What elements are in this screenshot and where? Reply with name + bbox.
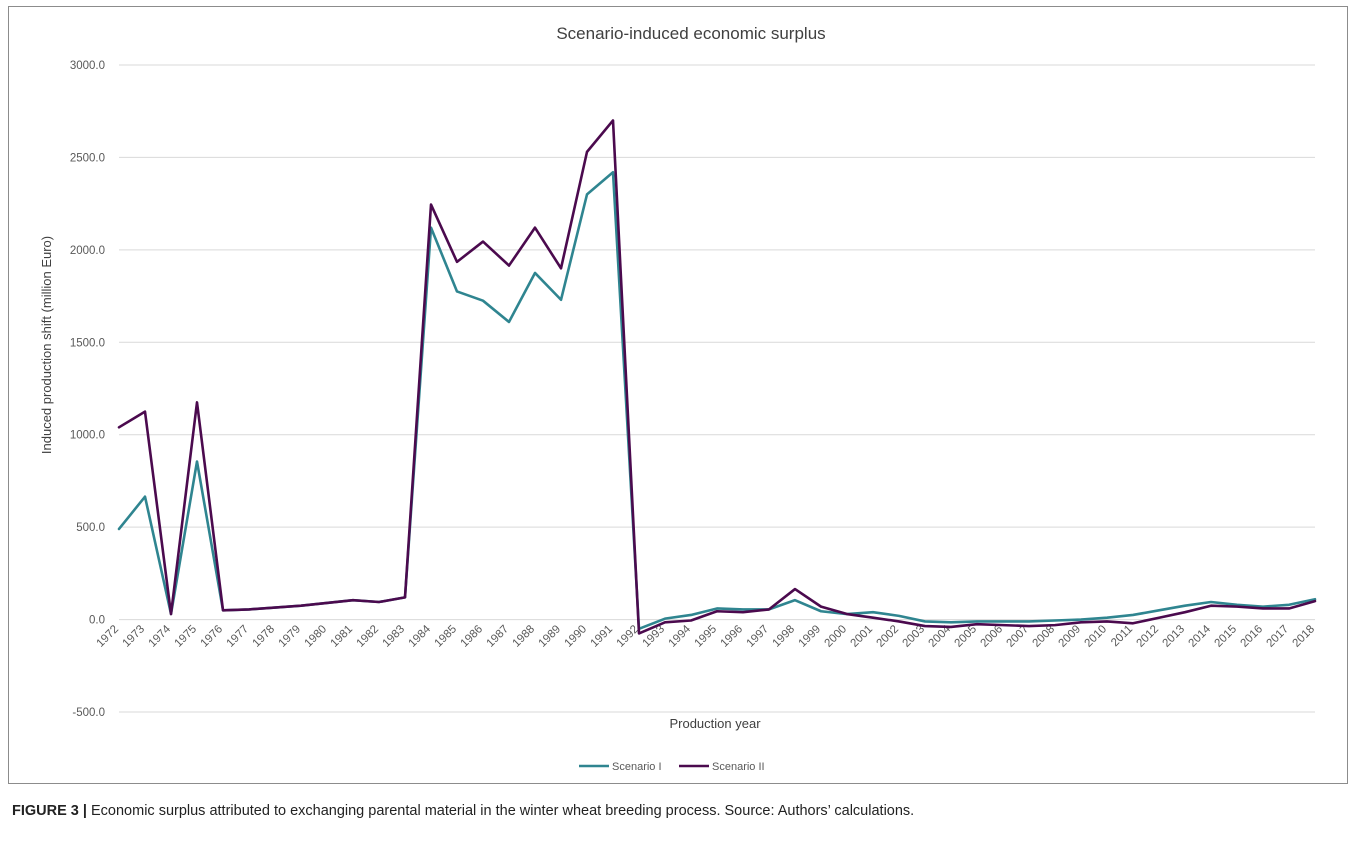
x-tick-label: 1990: [563, 623, 590, 650]
x-tick-label: 2001: [849, 623, 876, 650]
x-tick-label: 1979: [277, 623, 304, 650]
x-tick-label: 1995: [693, 623, 720, 650]
x-tick-label: 1984: [407, 623, 434, 650]
x-tick-label: 1976: [199, 623, 226, 650]
series-line-2: [117, 119, 1317, 635]
x-tick-label: 1999: [797, 623, 824, 650]
x-tick-label: 1972: [95, 623, 122, 650]
y-axis-label: Induced production shift (million Euro): [39, 236, 54, 454]
legend-label: Scenario I: [612, 761, 662, 773]
x-tick-label: 2013: [1161, 623, 1188, 650]
x-tick-label: 2008: [1031, 623, 1058, 650]
x-tick-label: 1977: [225, 623, 252, 650]
y-tick-label: -500.0: [72, 707, 105, 719]
x-tick-label: 1997: [745, 623, 772, 650]
x-tick-label: 1985: [433, 623, 460, 650]
x-tick-label: 1973: [121, 623, 148, 650]
y-tick-label: 2500.0: [70, 152, 105, 164]
x-axis-ticks: 1972 1973 1974 1975 1976 1977 1978 1979 1980 1981…: [95, 623, 1318, 650]
chart-title: Scenario-induced economic surplus: [556, 24, 825, 43]
x-tick-label: 1991: [589, 623, 616, 650]
x-tick-label: 1978: [251, 623, 278, 650]
x-tick-label: 2009: [1057, 623, 1084, 650]
y-tick-label: 1500.0: [70, 337, 105, 349]
x-tick-label: 2012: [1135, 623, 1162, 650]
y-axis-ticks: 3000.0 2500.0 2000.0 1500.0 1000.0 500.0 0.0 -5…: [70, 60, 105, 719]
legend-label: Scenario II: [712, 761, 765, 773]
x-tick-label: 1988: [511, 623, 538, 650]
figure-caption-text: Economic surplus attributed to exchangin…: [86, 803, 915, 819]
y-tick-label: 0.0: [89, 615, 105, 627]
gridlines: [119, 64, 1315, 713]
x-tick-label: 1998: [771, 623, 798, 650]
x-tick-label: 2015: [1213, 623, 1240, 650]
line-chart: Scenario-induced economic surplus 3000.0…: [39, 24, 1318, 773]
x-tick-label: 1980: [303, 623, 330, 650]
x-tick-label: 2018: [1291, 623, 1318, 650]
x-tick-label: 1987: [485, 623, 512, 650]
x-tick-label: 1989: [537, 623, 564, 650]
x-tick-label: 2006: [979, 623, 1006, 650]
series-lines: [117, 119, 1317, 635]
x-tick-label: 2017: [1265, 623, 1292, 650]
x-tick-label: 1992: [615, 623, 642, 650]
figure-caption: FIGURE 3 | Economic surplus attributed t…: [12, 803, 914, 819]
x-tick-label: 2002: [875, 623, 902, 650]
y-tick-label: 2000.0: [70, 245, 105, 257]
x-tick-label: 1994: [667, 623, 694, 650]
x-axis-label: Production year: [669, 716, 761, 731]
x-tick-label: 1982: [355, 623, 382, 650]
series-line-1: [117, 170, 1317, 631]
x-tick-label: 2003: [901, 623, 928, 650]
y-tick-label: 3000.0: [70, 60, 105, 72]
x-tick-label: 1974: [147, 623, 174, 650]
x-tick-label: 2000: [823, 623, 850, 650]
x-tick-label: 2016: [1239, 623, 1266, 650]
y-tick-label: 1000.0: [70, 430, 105, 442]
x-tick-label: 1975: [173, 623, 200, 650]
x-tick-label: 2010: [1083, 623, 1110, 650]
chart-frame: Scenario-induced economic surplus 3000.0…: [8, 6, 1348, 784]
figure-caption-label: FIGURE 3 |: [12, 803, 87, 819]
x-tick-label: 1996: [719, 623, 746, 650]
legend: Scenario I Scenario II: [579, 761, 765, 773]
x-tick-label: 1981: [329, 623, 356, 650]
x-tick-label: 1983: [381, 623, 408, 650]
x-tick-label: 2014: [1187, 623, 1214, 650]
x-tick-label: 1986: [459, 623, 486, 650]
x-tick-label: 2011: [1109, 623, 1135, 649]
y-tick-label: 500.0: [76, 522, 105, 534]
